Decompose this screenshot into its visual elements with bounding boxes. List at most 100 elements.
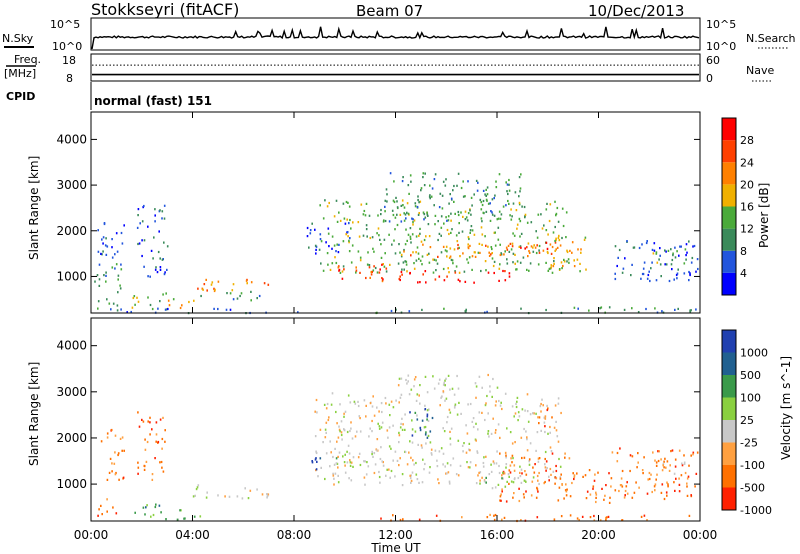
power-cell (382, 263, 384, 266)
beam-label: Beam 07 (356, 2, 423, 20)
velocity-cell (595, 500, 597, 504)
power-cell (573, 306, 576, 309)
velocity-cell (401, 428, 404, 431)
power-cell (110, 308, 112, 311)
power-cell (448, 202, 450, 205)
velocity-cell (418, 518, 421, 521)
power-cell (481, 220, 483, 223)
velocity-cell (665, 466, 667, 469)
power-cell (149, 303, 152, 307)
velocity-cell (382, 461, 384, 464)
power-cell (495, 186, 498, 189)
velocity-cell (666, 460, 669, 463)
power-cell (457, 210, 460, 214)
power-cell (368, 264, 371, 267)
velocity-cell (604, 494, 606, 497)
velocity-cell (447, 374, 450, 377)
velocity-cell (256, 488, 258, 491)
power-cell (676, 272, 679, 275)
power-cell (650, 267, 652, 270)
velocity-cell (114, 451, 116, 454)
power-cell (542, 249, 545, 252)
velocity-cell (380, 402, 383, 405)
velocity-cell (609, 496, 611, 499)
power-cell (665, 263, 668, 266)
power-cell (656, 261, 659, 264)
power-cell (397, 262, 400, 265)
velocity-cell (336, 462, 339, 465)
power-cell (614, 272, 616, 275)
velocity-cell (398, 464, 400, 467)
power-cell (499, 243, 501, 246)
power-cell (430, 195, 433, 198)
power-cell (413, 219, 416, 222)
velocity-cell (475, 439, 477, 442)
power-cell (386, 200, 388, 203)
power-cell (105, 280, 107, 283)
power-cell (161, 217, 163, 220)
velocity-cell (518, 487, 520, 490)
power-cell (508, 202, 510, 205)
power-cell (153, 236, 155, 239)
velocity-cell (154, 457, 156, 460)
velocity-cell (525, 430, 527, 433)
power-cell (106, 298, 108, 301)
power-cell (400, 253, 403, 256)
power-cell (333, 244, 336, 247)
power-cell (516, 227, 518, 230)
velocity-cell (573, 474, 576, 477)
velocity-cell (155, 503, 157, 506)
power-cell (577, 307, 579, 310)
power-cell (339, 219, 342, 222)
velocity-cell (657, 459, 660, 463)
velocity-cell (514, 441, 516, 444)
velocity-cell (459, 464, 462, 467)
velocity-cell (407, 374, 410, 377)
velocity-cell (147, 420, 149, 423)
velocity-cell (529, 413, 532, 416)
velocity-cell (161, 447, 163, 450)
velocity-cell (536, 486, 538, 489)
power-cell (413, 262, 415, 265)
power-cell (684, 248, 687, 251)
velocity-cell (369, 427, 371, 430)
power-cell (471, 229, 474, 232)
velocity-cell (498, 399, 500, 403)
velocity-cell (501, 407, 503, 411)
power-cell (156, 271, 159, 274)
power-cell (165, 308, 168, 311)
velocity-cell (343, 429, 346, 432)
power-colorbar-tick: 24 (740, 156, 754, 169)
power-cell (357, 250, 360, 253)
velocity-cell (683, 454, 685, 457)
velocity-cell (412, 459, 414, 462)
power-cell (133, 295, 136, 298)
velocity-cell (151, 428, 153, 431)
velocity-cell (485, 402, 487, 405)
velocity-cell (436, 459, 438, 462)
power-colorbar-tick: 8 (740, 245, 747, 258)
velocity-cell (544, 417, 547, 420)
power-cell (462, 180, 464, 183)
power-cell (379, 268, 381, 271)
velocity-cell (595, 493, 598, 496)
power-cell (579, 270, 581, 273)
velocity-colorbar-tick: -100 (740, 459, 765, 472)
velocity-cell (535, 496, 538, 499)
velocity-cell (511, 405, 514, 408)
power-cell (399, 213, 402, 216)
power-cell (103, 222, 106, 225)
power-cell (384, 199, 387, 202)
velocity-cells (97, 373, 699, 523)
power-cell (439, 192, 442, 195)
velocity-cell (161, 466, 163, 469)
velocity-cell (430, 452, 433, 455)
power-cell (327, 263, 329, 266)
power-cell (421, 255, 424, 258)
velocity-cell (449, 388, 451, 391)
velocity-cell (443, 430, 446, 433)
velocity-cell (176, 518, 179, 521)
power-cell (154, 214, 156, 217)
power-cell (155, 266, 157, 269)
power-cell (499, 263, 501, 266)
